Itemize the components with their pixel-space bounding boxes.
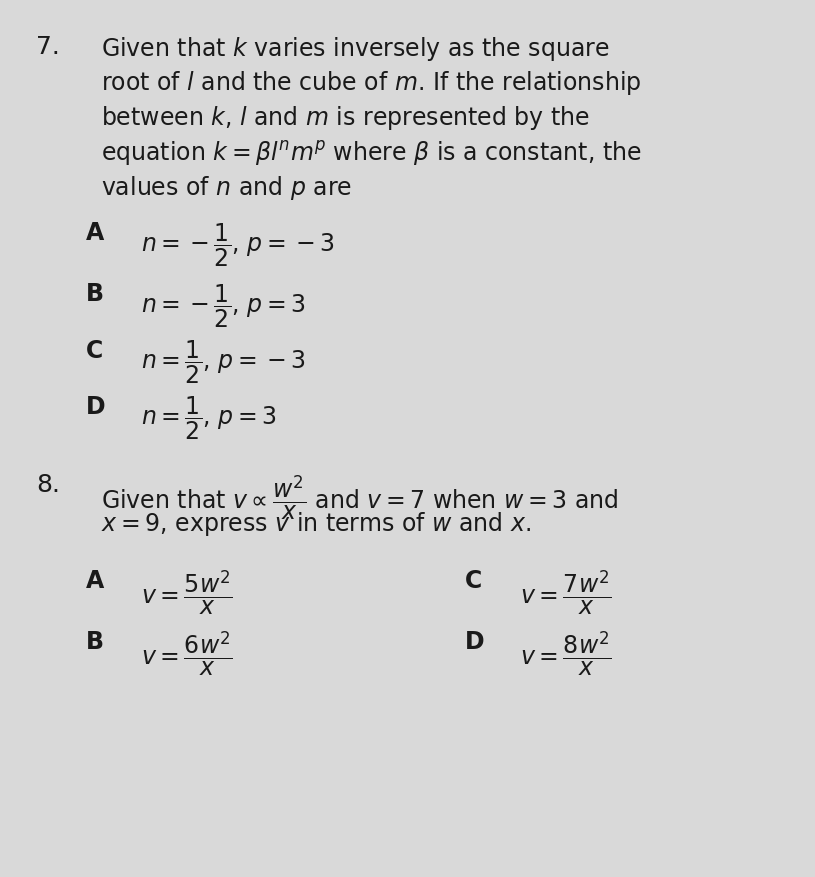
Text: root of $l$ and the cube of $m$. If the relationship: root of $l$ and the cube of $m$. If the … [101,69,641,97]
Text: $\mathbf{D}$: $\mathbf{D}$ [464,630,484,653]
Text: $n = -\dfrac{1}{2}$, $p = -3$: $n = -\dfrac{1}{2}$, $p = -3$ [141,221,336,268]
Text: $v = \dfrac{8w^2}{x}$: $v = \dfrac{8w^2}{x}$ [521,630,612,678]
Text: equation $k = \beta l^n m^p$ where $\beta$ is a constant, the: equation $k = \beta l^n m^p$ where $\bet… [101,139,641,168]
Text: $\mathbf{A}$: $\mathbf{A}$ [85,569,105,593]
Text: 7.: 7. [37,34,60,59]
Text: $\mathbf{B}$: $\mathbf{B}$ [85,630,104,653]
Text: $v = \dfrac{6w^2}{x}$: $v = \dfrac{6w^2}{x}$ [141,630,233,678]
Text: Given that $k$ varies inversely as the square: Given that $k$ varies inversely as the s… [101,34,610,62]
Text: $\mathbf{C}$: $\mathbf{C}$ [85,339,103,362]
Text: values of $n$ and $p$ are: values of $n$ and $p$ are [101,174,352,202]
Text: 8.: 8. [37,474,60,497]
Text: $\mathbf{B}$: $\mathbf{B}$ [85,282,104,306]
Text: between $k$, $l$ and $m$ is represented by the: between $k$, $l$ and $m$ is represented … [101,104,590,132]
Text: $n = \dfrac{1}{2}$, $p = 3$: $n = \dfrac{1}{2}$, $p = 3$ [141,395,277,442]
Text: $v = \dfrac{5w^2}{x}$: $v = \dfrac{5w^2}{x}$ [141,569,233,617]
Text: Given that $v \propto \dfrac{w^2}{x}$ and $v = 7$ when $w = 3$ and: Given that $v \propto \dfrac{w^2}{x}$ an… [101,474,619,522]
Text: $\mathbf{D}$: $\mathbf{D}$ [85,395,105,419]
Text: $n = \dfrac{1}{2}$, $p = -3$: $n = \dfrac{1}{2}$, $p = -3$ [141,339,306,386]
Text: $n = -\dfrac{1}{2}$, $p = 3$: $n = -\dfrac{1}{2}$, $p = 3$ [141,282,306,330]
Text: $\mathbf{A}$: $\mathbf{A}$ [85,221,105,246]
Text: $x = 9$, express $v$ in terms of $w$ and $x$.: $x = 9$, express $v$ in terms of $w$ and… [101,510,531,538]
Text: $v = \dfrac{7w^2}{x}$: $v = \dfrac{7w^2}{x}$ [521,569,612,617]
Text: $\mathbf{C}$: $\mathbf{C}$ [464,569,482,593]
